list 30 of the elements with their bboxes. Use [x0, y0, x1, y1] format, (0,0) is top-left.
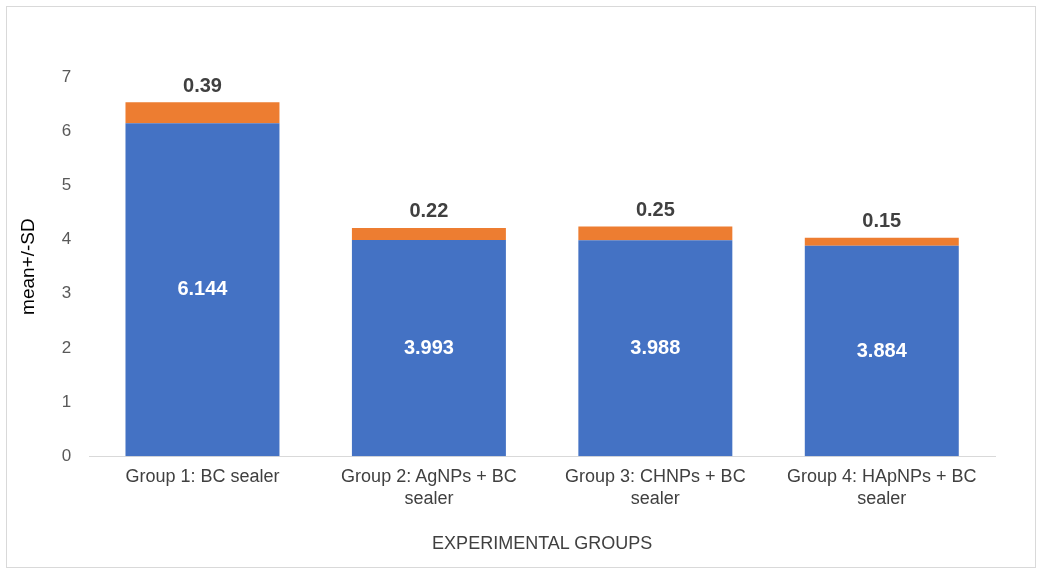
y-tick-label: 7 [61, 66, 72, 86]
y-tick-label: 0 [61, 445, 72, 465]
bar [578, 240, 733, 457]
y-axis-title: mean+/-SD [16, 218, 38, 315]
bar [351, 227, 506, 240]
x-axis-title: EXPERIMENTAL GROUPS [432, 533, 653, 554]
bar [804, 245, 959, 457]
data-label: 0.15 [862, 209, 902, 232]
y-tick-label: 4 [61, 229, 72, 249]
data-label: 3.988 [630, 335, 681, 358]
y-tick-label: 5 [61, 175, 72, 195]
data-label: 0.22 [409, 199, 449, 222]
data-label: 0.39 [183, 73, 222, 96]
x-tick-label: Group 2: AgNPs + BC sealer [341, 465, 517, 508]
y-tick-label: 6 [61, 120, 72, 140]
bar [125, 123, 280, 457]
bar [578, 226, 733, 241]
y-tick-label: 1 [61, 391, 72, 411]
x-tick-label: Group 3: CHNPs + BC sealer [565, 465, 746, 508]
y-tick-label: 2 [61, 337, 72, 357]
data-label: 3.993 [403, 335, 454, 358]
data-label: 0.25 [635, 198, 675, 221]
bar [351, 239, 506, 457]
x-tick-label: Group 4: HApNPs + BC sealer [786, 465, 977, 508]
bar [804, 237, 959, 246]
data-label: 3.884 [856, 338, 908, 361]
y-tick-label: 3 [61, 283, 72, 303]
data-label: 6.144 [177, 277, 229, 300]
bar [125, 102, 280, 124]
x-tick-label: Group 1: BC sealer [125, 465, 280, 486]
